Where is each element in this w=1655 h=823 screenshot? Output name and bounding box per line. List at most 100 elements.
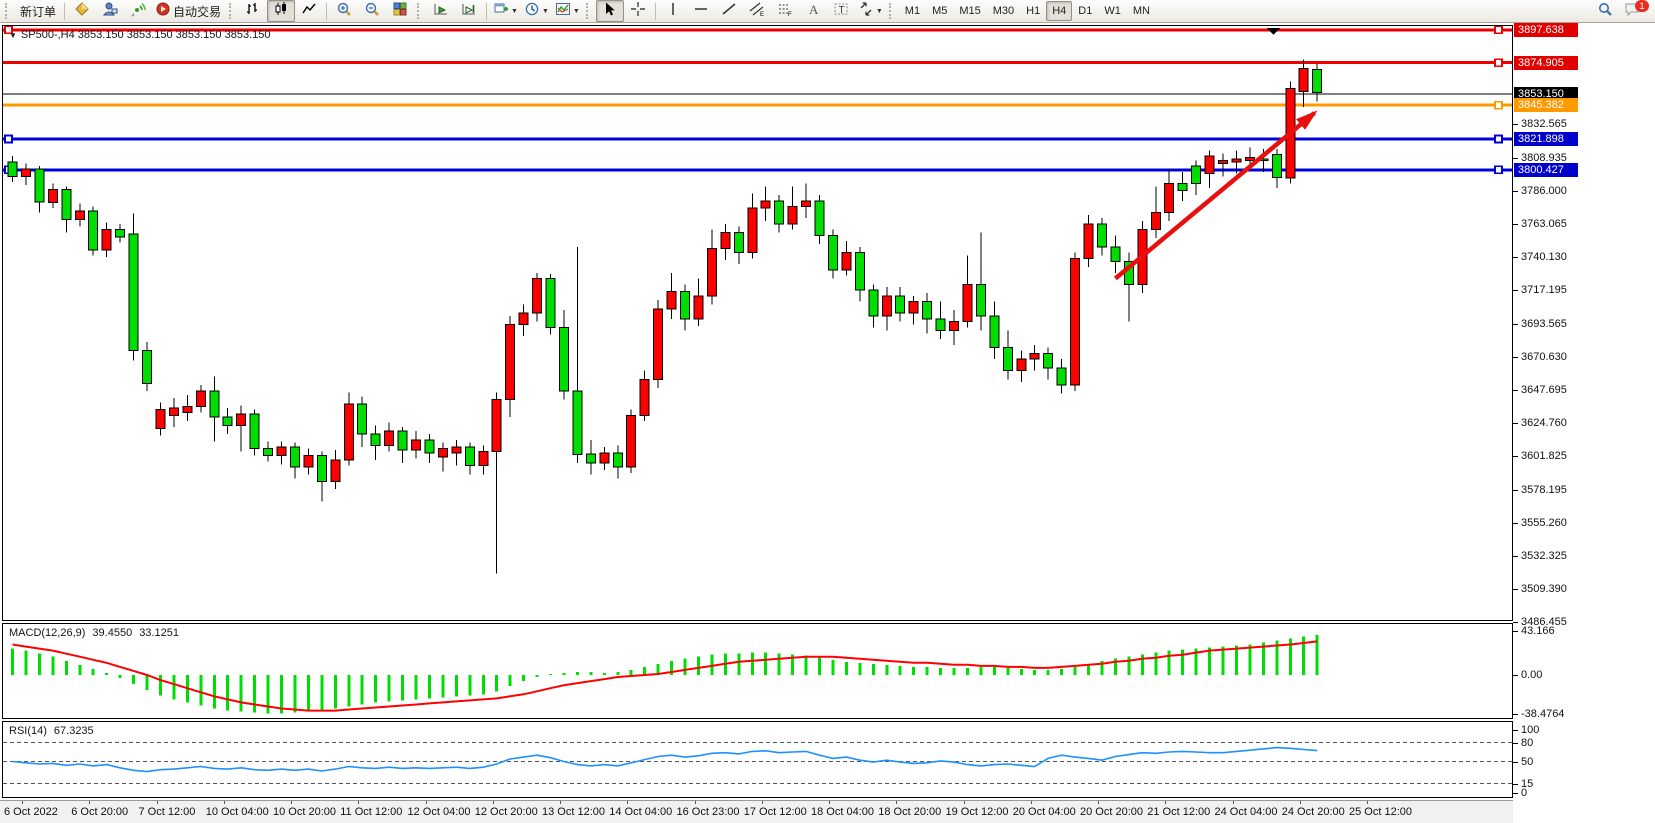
- search-button[interactable]: [1591, 0, 1619, 22]
- timeframe-button-h1[interactable]: H1: [1026, 5, 1041, 17]
- candle-body: [599, 452, 610, 464]
- candle-body: [384, 430, 395, 447]
- rsi-scale-label: 0: [1521, 787, 1528, 799]
- price-level-badge-3821.898: 3821.898: [1514, 132, 1578, 146]
- zoom-out-button[interactable]: [358, 0, 386, 22]
- hline-handle[interactable]: [1494, 134, 1503, 144]
- chevron-down-icon: ▼: [511, 7, 518, 15]
- line-chart-mode-button[interactable]: [295, 0, 323, 22]
- timeframe-button-m30[interactable]: M30: [992, 5, 1015, 17]
- timeframe-button-m1[interactable]: M1: [904, 5, 921, 17]
- zoom-in-button[interactable]: [330, 0, 358, 22]
- chat-button[interactable]: 1: [1619, 0, 1649, 22]
- candlestick-chart-icon: [273, 1, 289, 22]
- candle-body: [1150, 211, 1161, 231]
- hline-handle[interactable]: [1494, 58, 1503, 68]
- rsi-canvas[interactable]: [3, 722, 1512, 797]
- autotrading-icon: [155, 1, 171, 22]
- timeframe-button-m15[interactable]: M15: [959, 5, 981, 17]
- toolbar-gripper[interactable]: [417, 3, 424, 19]
- candle-body: [518, 312, 529, 326]
- text-label-tool-button[interactable]: T: [827, 0, 855, 22]
- arrows-tool-button[interactable]: ▼: [855, 0, 886, 22]
- macd-indicator-pane[interactable]: MACD(12,26,9) 39.4550 33.1251: [2, 623, 1513, 719]
- chevron-down-icon: ▼: [9, 31, 17, 40]
- trendline-tool-button[interactable]: [715, 0, 743, 22]
- cursor-tool-button[interactable]: [595, 0, 624, 22]
- price-level-badge-3800.427: 3800.427: [1514, 163, 1578, 177]
- hline-handle[interactable]: [1494, 165, 1503, 175]
- macd-canvas[interactable]: [3, 624, 1512, 718]
- candle-body: [1298, 67, 1309, 92]
- new-chart-button[interactable]: ▼: [490, 0, 521, 22]
- toolbar: 新订单 自动交易: [0, 0, 1655, 23]
- templates-button[interactable]: ▼: [552, 0, 583, 22]
- timeframe-button-w1[interactable]: W1: [1104, 5, 1121, 17]
- price-scale[interactable]: 3832.565 3808.935 3786.000 3763.065 3740.130…: [1513, 23, 1655, 823]
- vertical-line-tool-button[interactable]: [659, 0, 687, 22]
- auto-scroll-button[interactable]: [427, 0, 455, 22]
- rsi-value: 67.3235: [53, 725, 94, 737]
- text-tool-button[interactable]: A: [799, 0, 827, 22]
- trend-arrow-annotation[interactable]: [1113, 110, 1318, 281]
- candle-body: [1204, 155, 1215, 174]
- timeframe-button-h4[interactable]: H4: [1046, 1, 1073, 21]
- candle-body: [1029, 352, 1040, 360]
- price-tick-label: 3647.695: [1521, 384, 1567, 396]
- strategy-tester-button[interactable]: [96, 0, 124, 22]
- tile-windows-button[interactable]: [386, 0, 414, 22]
- toolbar-gripper[interactable]: [585, 3, 593, 19]
- fibonacci-tool-button[interactable]: F: [771, 0, 799, 22]
- timeframe-button-m5[interactable]: M5: [932, 5, 948, 17]
- new-order-button[interactable]: 新订单: [15, 0, 61, 22]
- time-axis[interactable]: 6 Oct 2022 6 Oct 20:00 7 Oct 12:00 10 Oct 0…: [0, 800, 1513, 823]
- scale-tick-mark: [1513, 124, 1518, 125]
- scale-tick-mark: [1513, 793, 1518, 794]
- candle-body: [505, 324, 516, 401]
- candle-body: [1002, 347, 1013, 372]
- chart-area: ▼ SP500-,H4 3853.150 3853.150 3853.150 38…: [0, 23, 1655, 823]
- candle-body: [182, 406, 193, 414]
- candlestick-mode-button[interactable]: [267, 0, 296, 22]
- time-axis-label: 18 Oct 04:00: [811, 806, 874, 818]
- candle-body: [289, 446, 300, 468]
- channel-tool-button[interactable]: E: [743, 0, 771, 22]
- toolbar-gripper[interactable]: [5, 3, 12, 19]
- time-tick-mark: [560, 801, 561, 804]
- metaeditor-button[interactable]: [68, 0, 96, 22]
- candle-body: [437, 448, 448, 458]
- autotrading-button[interactable]: 自动交易: [152, 0, 226, 22]
- main-chart-pane[interactable]: ▼ SP500-,H4 3853.150 3853.150 3853.150 38…: [2, 25, 1513, 621]
- rsi-scale-label: 50: [1521, 756, 1534, 768]
- hline-handle[interactable]: [1494, 26, 1503, 35]
- scale-tick-mark: [1513, 556, 1518, 557]
- candle-body: [249, 413, 260, 449]
- horizontal-line-tool-button[interactable]: [687, 0, 715, 22]
- toolbar-gripper[interactable]: [229, 3, 236, 19]
- signals-button[interactable]: [124, 0, 152, 22]
- periods-button[interactable]: ▼: [521, 0, 552, 22]
- candle-body: [34, 168, 45, 203]
- timeframe-button-d1[interactable]: D1: [1078, 5, 1093, 17]
- candle-body: [693, 295, 704, 320]
- scale-tick-mark: [1513, 523, 1518, 524]
- candle-body: [1083, 223, 1094, 259]
- hline-handle[interactable]: [1494, 100, 1503, 110]
- rsi-indicator-pane[interactable]: RSI(14) 67.3235: [2, 721, 1513, 798]
- hline-handle[interactable]: [4, 26, 13, 35]
- chart-shift-marker[interactable]: [1267, 28, 1280, 35]
- candle-body: [1016, 358, 1027, 372]
- crosshair-tool-button[interactable]: [624, 0, 652, 22]
- tile-windows-icon: [392, 1, 408, 22]
- macd-label: MACD(12,26,9) 39.4550 33.1251: [9, 627, 179, 639]
- hline-handle[interactable]: [4, 134, 13, 144]
- horizontal-lines[interactable]: [3, 26, 1512, 175]
- chevron-down-icon: ▼: [572, 7, 580, 15]
- price-tick-label: 3717.195: [1521, 284, 1567, 296]
- price-tick-label: 3670.630: [1521, 351, 1567, 363]
- toolbar-gripper[interactable]: [888, 3, 896, 19]
- chart-shift-button[interactable]: [455, 0, 483, 22]
- bar-chart-mode-button[interactable]: [239, 0, 267, 22]
- candlestick-canvas[interactable]: [3, 26, 1512, 620]
- timeframe-button-mn[interactable]: MN: [1132, 5, 1150, 17]
